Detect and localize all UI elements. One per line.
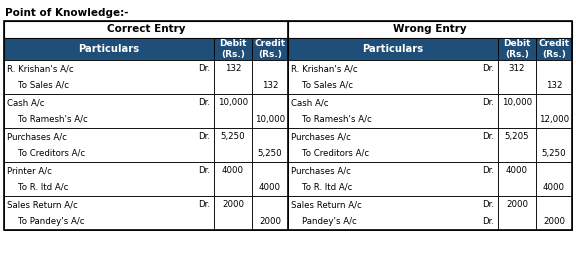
Bar: [288, 38, 498, 60]
Bar: [252, 60, 288, 94]
Bar: [4, 128, 214, 162]
Bar: [214, 60, 252, 94]
Text: Point of Knowledge:-: Point of Knowledge:-: [5, 8, 128, 18]
Bar: [4, 196, 214, 230]
Text: 4000: 4000: [222, 166, 244, 175]
Bar: [214, 128, 252, 162]
Bar: [4, 38, 214, 60]
Text: Credit
(Rs.): Credit (Rs.): [255, 39, 286, 59]
Bar: [288, 60, 498, 94]
Text: Wrong Entry: Wrong Entry: [393, 24, 467, 34]
Text: To Creditors A/c: To Creditors A/c: [302, 149, 369, 158]
Bar: [498, 94, 536, 128]
Text: Dr.: Dr.: [482, 132, 494, 141]
Text: Purchases A/c: Purchases A/c: [291, 132, 351, 141]
Bar: [498, 38, 536, 60]
Text: Correct Entry: Correct Entry: [107, 24, 185, 34]
Bar: [498, 60, 536, 94]
Text: Dr.: Dr.: [482, 98, 494, 107]
Text: Dr.: Dr.: [198, 166, 210, 175]
Text: Dr.: Dr.: [482, 200, 494, 209]
Bar: [498, 196, 536, 230]
Bar: [288, 128, 498, 162]
Text: 132: 132: [545, 81, 562, 90]
Text: Cash A/c: Cash A/c: [7, 98, 44, 107]
Text: To Ramesh's A/c: To Ramesh's A/c: [302, 115, 372, 124]
Bar: [252, 38, 288, 60]
Text: Credit
(Rs.): Credit (Rs.): [539, 39, 570, 59]
Text: 5,250: 5,250: [221, 132, 245, 141]
Text: 2000: 2000: [222, 200, 244, 209]
Text: Cash A/c: Cash A/c: [291, 98, 328, 107]
Text: To R. ltd A/c: To R. ltd A/c: [302, 183, 353, 192]
Text: 10,000: 10,000: [255, 115, 285, 124]
Text: Debit
(Rs.): Debit (Rs.): [219, 39, 247, 59]
Text: 5,250: 5,250: [541, 149, 566, 158]
Bar: [536, 94, 572, 128]
Text: Sales Return A/c: Sales Return A/c: [7, 200, 78, 209]
Text: Purchases A/c: Purchases A/c: [7, 132, 67, 141]
Text: 5,250: 5,250: [257, 149, 282, 158]
Bar: [536, 38, 572, 60]
Bar: [252, 162, 288, 196]
Text: 10,000: 10,000: [502, 98, 532, 107]
Bar: [4, 21, 288, 38]
Text: 312: 312: [509, 64, 525, 73]
Text: Dr.: Dr.: [482, 64, 494, 73]
Text: Dr.: Dr.: [482, 166, 494, 175]
Bar: [536, 128, 572, 162]
Bar: [252, 196, 288, 230]
Bar: [252, 128, 288, 162]
Text: Dr.: Dr.: [198, 98, 210, 107]
Bar: [536, 60, 572, 94]
Text: Particulars: Particulars: [362, 44, 423, 54]
Text: To Sales A/c: To Sales A/c: [18, 81, 69, 90]
Text: Purchases A/c: Purchases A/c: [291, 166, 351, 175]
Text: R. Krishan's A/c: R. Krishan's A/c: [291, 64, 358, 73]
Bar: [288, 162, 498, 196]
Text: 10,000: 10,000: [218, 98, 248, 107]
Text: 2000: 2000: [506, 200, 528, 209]
Text: Dr.: Dr.: [198, 132, 210, 141]
Bar: [214, 94, 252, 128]
Text: 12,000: 12,000: [539, 115, 569, 124]
Bar: [214, 196, 252, 230]
Text: R. Krishan's A/c: R. Krishan's A/c: [7, 64, 74, 73]
Bar: [288, 94, 498, 128]
Text: To Pandey's A/c: To Pandey's A/c: [18, 217, 85, 226]
Text: 2000: 2000: [543, 217, 565, 226]
Text: 4000: 4000: [543, 183, 565, 192]
Bar: [536, 196, 572, 230]
Bar: [4, 162, 214, 196]
Text: To Ramesh's A/c: To Ramesh's A/c: [18, 115, 88, 124]
Bar: [4, 60, 214, 94]
Text: 132: 132: [225, 64, 241, 73]
Bar: [252, 94, 288, 128]
Text: Pandey's A/c: Pandey's A/c: [302, 217, 357, 226]
Bar: [536, 162, 572, 196]
Text: Sales Return A/c: Sales Return A/c: [291, 200, 362, 209]
Text: 4000: 4000: [506, 166, 528, 175]
Text: Particulars: Particulars: [78, 44, 139, 54]
Text: 132: 132: [262, 81, 278, 90]
Text: Dr.: Dr.: [198, 64, 210, 73]
Bar: [214, 162, 252, 196]
Text: Dr.: Dr.: [482, 217, 494, 226]
Text: To R. ltd A/c: To R. ltd A/c: [18, 183, 69, 192]
Text: To Sales A/c: To Sales A/c: [302, 81, 353, 90]
Text: 5,205: 5,205: [505, 132, 529, 141]
Bar: [498, 162, 536, 196]
Text: 2000: 2000: [259, 217, 281, 226]
Bar: [288, 21, 572, 38]
Bar: [4, 94, 214, 128]
Bar: [288, 196, 498, 230]
Text: Dr.: Dr.: [198, 200, 210, 209]
Bar: [4, 21, 572, 230]
Text: To Creditors A/c: To Creditors A/c: [18, 149, 85, 158]
Text: Debit
(Rs.): Debit (Rs.): [503, 39, 530, 59]
Bar: [214, 38, 252, 60]
Text: Printer A/c: Printer A/c: [7, 166, 52, 175]
Bar: [498, 128, 536, 162]
Text: 4000: 4000: [259, 183, 281, 192]
